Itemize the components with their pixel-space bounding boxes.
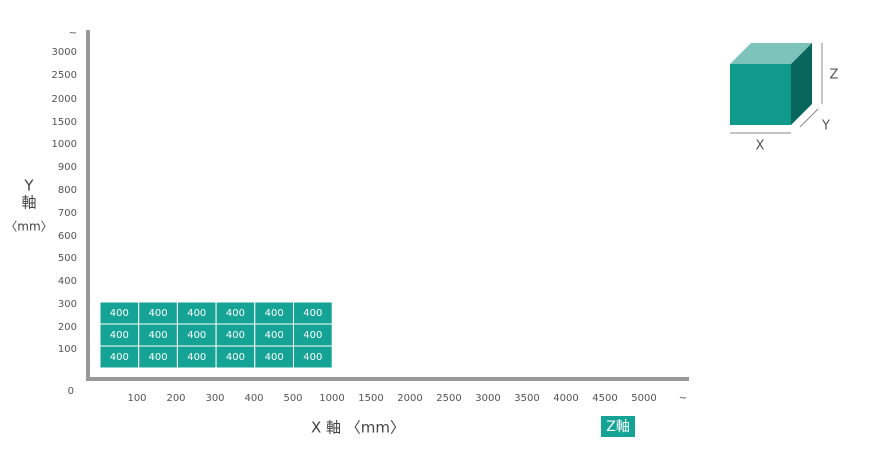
x-axis-title: X 軸 〈mm〉	[311, 419, 405, 437]
z-badge-label: Z軸	[606, 419, 630, 435]
cell-label: 400	[303, 330, 322, 341]
cell-label: 400	[149, 308, 168, 319]
x-tick-label: 4500	[592, 393, 617, 404]
cube-side	[791, 43, 812, 125]
y-tick-label: 400	[58, 276, 77, 287]
x-tick-label: 3000	[475, 393, 500, 404]
x-tick-label: 400	[244, 393, 263, 404]
cell-label: 400	[303, 308, 322, 319]
y-tick-label: 3000	[52, 47, 77, 58]
x-tick-label: 1000	[319, 393, 344, 404]
y-axis-title: 軸	[21, 194, 36, 212]
cell-label: 400	[265, 330, 284, 341]
y-tick-label: 900	[58, 162, 77, 173]
x-tick-label: 2000	[397, 393, 422, 404]
cell-label: 400	[187, 308, 206, 319]
cell-label: 400	[110, 330, 129, 341]
y-axis-title: Y	[23, 177, 34, 195]
cell-label: 400	[265, 308, 284, 319]
x-tick-label: 100	[127, 393, 146, 404]
cube-y: Y	[821, 119, 830, 134]
y-tick-label: 200	[58, 322, 77, 333]
cell-label: 400	[226, 308, 245, 319]
cell-label: 400	[149, 352, 168, 363]
y-tick-label: ~	[69, 28, 77, 39]
cube-z: Z	[830, 68, 839, 83]
y-tick-label: 2500	[52, 70, 77, 81]
cell-label: 400	[226, 352, 245, 363]
cell-label: 400	[110, 352, 129, 363]
y-tick-label: 2000	[52, 94, 77, 105]
cell-label: 400	[187, 352, 206, 363]
y-tick-label: 800	[58, 185, 77, 196]
cell-label: 400	[303, 352, 322, 363]
cube-top	[730, 43, 812, 64]
y-tick-label: 600	[58, 231, 77, 242]
x-tick-label: 3500	[514, 393, 539, 404]
y-tick-label: 500	[58, 253, 77, 264]
y-tick-label: 1000	[52, 139, 77, 150]
y-tick-label: 300	[58, 299, 77, 310]
x-tick-label: 300	[205, 393, 224, 404]
cell-label: 400	[149, 330, 168, 341]
z-badge	[601, 416, 635, 437]
x-tick-label: 1500	[358, 393, 383, 404]
cell-label: 400	[265, 352, 284, 363]
origin-label: 0	[68, 386, 74, 397]
cube-icon: X Z Y	[730, 43, 839, 154]
grid-cell	[293, 345, 333, 369]
x-tick-label: ~	[679, 393, 687, 404]
x-tick-label: 2500	[436, 393, 461, 404]
dim-line	[799, 108, 819, 128]
y-axis-unit: 〈mm〉	[5, 220, 52, 234]
y-tick-label: 1500	[52, 117, 77, 128]
cube-front	[730, 64, 791, 125]
y-tick-label: 100	[58, 344, 77, 355]
x-tick-label: 5000	[631, 393, 656, 404]
x-tick-label: 4000	[553, 393, 578, 404]
cell-label: 400	[187, 330, 206, 341]
cube-x: X	[756, 139, 765, 154]
y-tick-label: 700	[58, 208, 77, 219]
x-tick-label: 200	[166, 393, 185, 404]
cell-label: 400	[110, 308, 129, 319]
cell-label: 400	[226, 330, 245, 341]
x-tick-label: 500	[283, 393, 302, 404]
